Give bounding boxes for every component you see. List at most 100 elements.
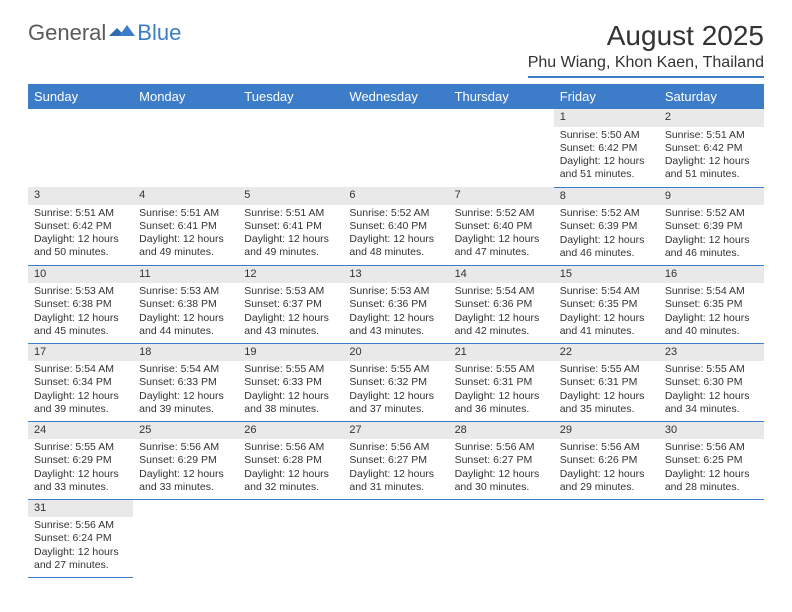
daylight-text: Daylight: 12 hours and 35 minutes. xyxy=(560,390,653,416)
sunrise-text: Sunrise: 5:54 AM xyxy=(665,285,758,298)
sunset-text: Sunset: 6:27 PM xyxy=(455,454,548,467)
day-details: Sunrise: 5:53 AMSunset: 6:38 PMDaylight:… xyxy=(133,283,238,342)
daylight-text: Daylight: 12 hours and 37 minutes. xyxy=(349,390,442,416)
daylight-text: Daylight: 12 hours and 44 minutes. xyxy=(139,312,232,338)
day-number: 1 xyxy=(554,109,659,127)
day-number: 12 xyxy=(238,266,343,284)
sunrise-text: Sunrise: 5:53 AM xyxy=(139,285,232,298)
daylight-text: Daylight: 12 hours and 29 minutes. xyxy=(560,468,653,494)
calendar-day-cell: 20Sunrise: 5:55 AMSunset: 6:32 PMDayligh… xyxy=(343,343,448,421)
calendar-body: 1Sunrise: 5:50 AMSunset: 6:42 PMDaylight… xyxy=(28,109,764,577)
daylight-text: Daylight: 12 hours and 31 minutes. xyxy=(349,468,442,494)
sunrise-text: Sunrise: 5:54 AM xyxy=(139,363,232,376)
sunset-text: Sunset: 6:38 PM xyxy=(139,298,232,311)
logo-text-blue: Blue xyxy=(137,20,181,46)
day-number: 22 xyxy=(554,344,659,362)
sunrise-text: Sunrise: 5:55 AM xyxy=(560,363,653,376)
calendar-day-cell xyxy=(343,109,448,187)
sunset-text: Sunset: 6:42 PM xyxy=(34,220,127,233)
sunset-text: Sunset: 6:42 PM xyxy=(560,142,653,155)
day-details: Sunrise: 5:55 AMSunset: 6:31 PMDaylight:… xyxy=(554,361,659,420)
calendar-day-cell: 9Sunrise: 5:52 AMSunset: 6:39 PMDaylight… xyxy=(659,187,764,265)
calendar-day-cell xyxy=(659,499,764,577)
day-number: 17 xyxy=(28,344,133,362)
sunrise-text: Sunrise: 5:52 AM xyxy=(349,207,442,220)
sunrise-text: Sunrise: 5:56 AM xyxy=(139,441,232,454)
sunrise-text: Sunrise: 5:55 AM xyxy=(349,363,442,376)
day-number: 31 xyxy=(28,500,133,518)
day-details: Sunrise: 5:56 AMSunset: 6:27 PMDaylight:… xyxy=(343,439,448,498)
weekday-header: Wednesday xyxy=(343,84,448,109)
day-number: 9 xyxy=(659,188,764,206)
day-details: Sunrise: 5:52 AMSunset: 6:39 PMDaylight:… xyxy=(554,205,659,264)
day-details: Sunrise: 5:54 AMSunset: 6:36 PMDaylight:… xyxy=(449,283,554,342)
day-number: 29 xyxy=(554,422,659,440)
day-details: Sunrise: 5:51 AMSunset: 6:42 PMDaylight:… xyxy=(28,205,133,264)
calendar-day-cell xyxy=(449,109,554,187)
title-block: August 2025 Phu Wiang, Khon Kaen, Thaila… xyxy=(528,20,764,78)
day-details: Sunrise: 5:53 AMSunset: 6:36 PMDaylight:… xyxy=(343,283,448,342)
daylight-text: Daylight: 12 hours and 27 minutes. xyxy=(34,546,127,572)
sunrise-text: Sunrise: 5:51 AM xyxy=(244,207,337,220)
sunrise-text: Sunrise: 5:52 AM xyxy=(560,207,653,220)
calendar-day-cell: 25Sunrise: 5:56 AMSunset: 6:29 PMDayligh… xyxy=(133,421,238,499)
day-number: 24 xyxy=(28,422,133,440)
sunset-text: Sunset: 6:42 PM xyxy=(665,142,758,155)
sunset-text: Sunset: 6:41 PM xyxy=(244,220,337,233)
calendar-day-cell xyxy=(449,499,554,577)
sunset-text: Sunset: 6:26 PM xyxy=(560,454,653,467)
day-details: Sunrise: 5:51 AMSunset: 6:41 PMDaylight:… xyxy=(133,205,238,264)
daylight-text: Daylight: 12 hours and 51 minutes. xyxy=(665,155,758,181)
weekday-header: Sunday xyxy=(28,84,133,109)
day-details: Sunrise: 5:54 AMSunset: 6:35 PMDaylight:… xyxy=(554,283,659,342)
day-number: 14 xyxy=(449,266,554,284)
sunset-text: Sunset: 6:39 PM xyxy=(560,220,653,233)
day-details: Sunrise: 5:52 AMSunset: 6:39 PMDaylight:… xyxy=(659,205,764,264)
calendar-day-cell xyxy=(343,499,448,577)
calendar-day-cell: 5Sunrise: 5:51 AMSunset: 6:41 PMDaylight… xyxy=(238,187,343,265)
day-number: 16 xyxy=(659,266,764,284)
sunset-text: Sunset: 6:25 PM xyxy=(665,454,758,467)
daylight-text: Daylight: 12 hours and 46 minutes. xyxy=(665,234,758,260)
page-title: August 2025 xyxy=(528,20,764,52)
sunrise-text: Sunrise: 5:53 AM xyxy=(349,285,442,298)
sunrise-text: Sunrise: 5:52 AM xyxy=(455,207,548,220)
calendar-week-row: 31Sunrise: 5:56 AMSunset: 6:24 PMDayligh… xyxy=(28,499,764,577)
sunrise-text: Sunrise: 5:53 AM xyxy=(244,285,337,298)
sunset-text: Sunset: 6:35 PM xyxy=(560,298,653,311)
sunset-text: Sunset: 6:29 PM xyxy=(34,454,127,467)
sunrise-text: Sunrise: 5:56 AM xyxy=(349,441,442,454)
calendar-week-row: 24Sunrise: 5:55 AMSunset: 6:29 PMDayligh… xyxy=(28,421,764,499)
daylight-text: Daylight: 12 hours and 33 minutes. xyxy=(34,468,127,494)
daylight-text: Daylight: 12 hours and 33 minutes. xyxy=(139,468,232,494)
calendar-day-cell: 3Sunrise: 5:51 AMSunset: 6:42 PMDaylight… xyxy=(28,187,133,265)
calendar-day-cell: 31Sunrise: 5:56 AMSunset: 6:24 PMDayligh… xyxy=(28,499,133,577)
weekday-header: Saturday xyxy=(659,84,764,109)
calendar-day-cell: 17Sunrise: 5:54 AMSunset: 6:34 PMDayligh… xyxy=(28,343,133,421)
day-details: Sunrise: 5:51 AMSunset: 6:41 PMDaylight:… xyxy=(238,205,343,264)
day-number: 8 xyxy=(554,188,659,206)
sunset-text: Sunset: 6:38 PM xyxy=(34,298,127,311)
calendar-day-cell xyxy=(133,499,238,577)
daylight-text: Daylight: 12 hours and 41 minutes. xyxy=(560,312,653,338)
daylight-text: Daylight: 12 hours and 48 minutes. xyxy=(349,233,442,259)
sunset-text: Sunset: 6:31 PM xyxy=(455,376,548,389)
calendar-day-cell xyxy=(28,109,133,187)
sunrise-text: Sunrise: 5:55 AM xyxy=(244,363,337,376)
daylight-text: Daylight: 12 hours and 42 minutes. xyxy=(455,312,548,338)
sunrise-text: Sunrise: 5:55 AM xyxy=(455,363,548,376)
logo: General Blue xyxy=(28,20,181,46)
calendar-week-row: 17Sunrise: 5:54 AMSunset: 6:34 PMDayligh… xyxy=(28,343,764,421)
calendar-day-cell: 11Sunrise: 5:53 AMSunset: 6:38 PMDayligh… xyxy=(133,265,238,343)
day-details: Sunrise: 5:55 AMSunset: 6:30 PMDaylight:… xyxy=(659,361,764,420)
day-number: 18 xyxy=(133,344,238,362)
sunrise-text: Sunrise: 5:55 AM xyxy=(665,363,758,376)
day-number: 28 xyxy=(449,422,554,440)
calendar-day-cell: 18Sunrise: 5:54 AMSunset: 6:33 PMDayligh… xyxy=(133,343,238,421)
day-number: 5 xyxy=(238,187,343,205)
daylight-text: Daylight: 12 hours and 28 minutes. xyxy=(665,468,758,494)
day-number: 6 xyxy=(343,187,448,205)
day-number: 21 xyxy=(449,344,554,362)
day-number: 4 xyxy=(133,187,238,205)
daylight-text: Daylight: 12 hours and 51 minutes. xyxy=(560,155,653,181)
